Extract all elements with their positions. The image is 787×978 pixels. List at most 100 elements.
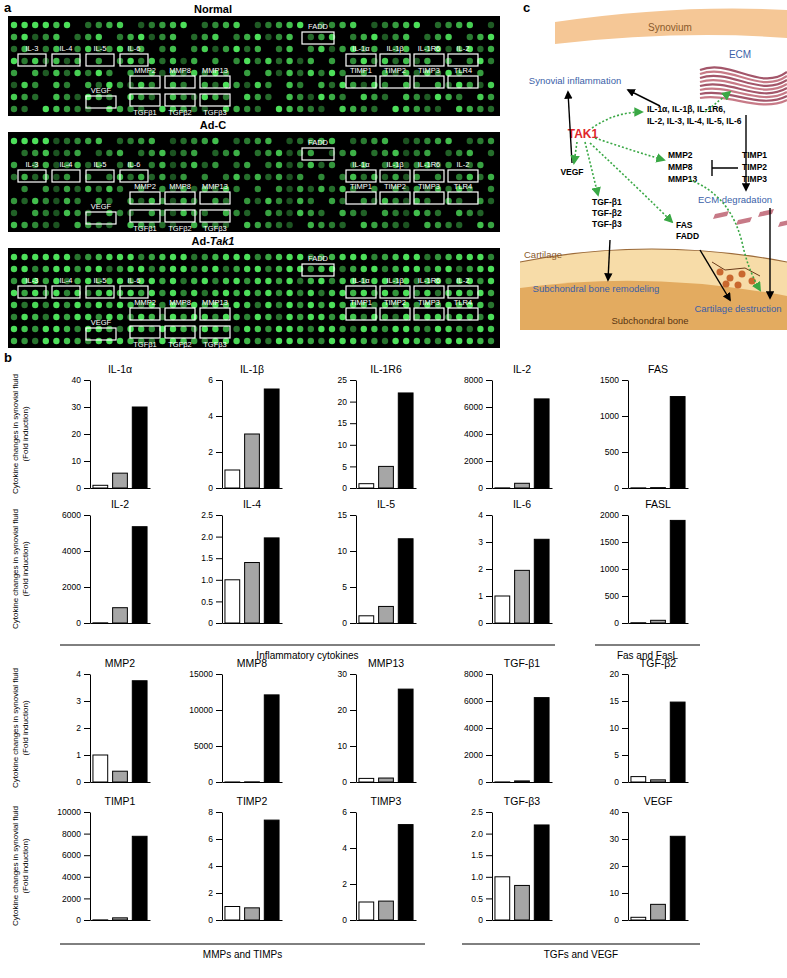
array-spot [265,94,271,100]
group-label: TGFs and VEGF [544,949,618,960]
y-tick-label: 0 [478,483,483,493]
x-axis-line [357,920,417,921]
array-spot [424,254,430,260]
array-spot [21,138,27,144]
array-spot [403,82,409,88]
array-title: Normal [194,3,232,15]
array-spot [339,266,345,272]
array-spot [233,106,239,112]
array-spot [265,58,271,64]
array-spot [117,338,123,344]
array-spot [435,222,441,228]
group-rule [60,645,555,646]
cartilage-debris [735,282,742,289]
y-tick-label: 500 [605,591,619,601]
array-spot [350,22,356,28]
bar [495,596,510,623]
x-axis [357,623,417,624]
array-spot [191,254,197,260]
array-spot [149,150,155,156]
array-spot [244,70,250,76]
spot-label: TGFβ2 [168,108,191,117]
spot-label: IL-2 [457,44,470,53]
array-spot [467,314,473,320]
y-tick-label: 2 [208,447,213,457]
array-spot [106,150,112,156]
array-spot [392,106,398,112]
array-spot [43,326,49,332]
x-axis [493,920,553,921]
chart-title: TGF-β3 [504,795,541,807]
spot-box [346,76,376,88]
diagram: SynoviumSynovial inflammationECMIL-1α, I… [520,9,787,331]
spot-label: IL-2 [457,276,470,285]
array-spot [297,70,303,76]
array-spot [21,222,27,228]
y-tick: 1500 [600,537,628,547]
array-spot [329,338,335,344]
array-spot [244,278,250,284]
array-spot [149,326,155,332]
array-spot [456,94,462,100]
array-spot [477,46,483,52]
bar-chart: 051015IL-5 [338,498,417,628]
inhibition-line [712,160,738,176]
array-spot [32,94,38,100]
array-spot [329,278,335,284]
y-tick-label: 2 [76,723,81,733]
array-spot [233,138,239,144]
array-spot [297,162,303,168]
y-tick-label: 10000 [189,705,213,715]
bar [113,608,128,623]
array-spot [456,326,462,332]
spot-label: IL-4 [60,160,73,169]
y-tick-mark [486,755,492,756]
array-spot [488,338,494,344]
array-spot [223,150,229,156]
array-spot [382,254,388,260]
array-spot [424,34,430,40]
array-spot [159,278,165,284]
array-spot [244,326,250,332]
panel-letter: b [4,350,12,365]
chart-title: IL-1α [108,363,132,375]
array-spot [350,58,356,64]
array-spot [64,106,70,112]
chart-title: TIMP1 [105,795,136,807]
y-tick-label: 8000 [62,829,81,839]
spot-box [380,308,410,320]
array-spot [244,58,250,64]
array-spot [414,210,420,216]
array-spot [11,46,17,52]
array-spot [96,302,102,308]
array-spot [488,254,494,260]
array-spot [424,106,430,112]
spot-label: MMP2 [134,298,156,307]
y-tick-mark [216,893,222,894]
array-spot [159,58,165,64]
array-spot [392,174,398,180]
array-spot [477,222,483,228]
y-tick: 0 [208,915,222,925]
y-tick-label: 10 [610,723,620,733]
array-spot [212,58,218,64]
bars [631,397,685,488]
spot-box [52,170,80,182]
array-spot [180,138,186,144]
synovium-band [555,9,787,45]
array-spot [329,82,335,88]
vegf-label: VEGF [560,167,583,177]
y-tick-mark [84,515,90,516]
array-spot [392,326,398,332]
array-spot [202,46,208,52]
array-spot [202,22,208,28]
array-spot [117,326,123,332]
bars [359,393,413,488]
array-spot [339,210,345,216]
array-spot [424,198,430,204]
array-spot [403,150,409,156]
array-spot [308,302,314,308]
array-spot [159,106,165,112]
array-spot [117,254,123,260]
array-spot [96,70,102,76]
